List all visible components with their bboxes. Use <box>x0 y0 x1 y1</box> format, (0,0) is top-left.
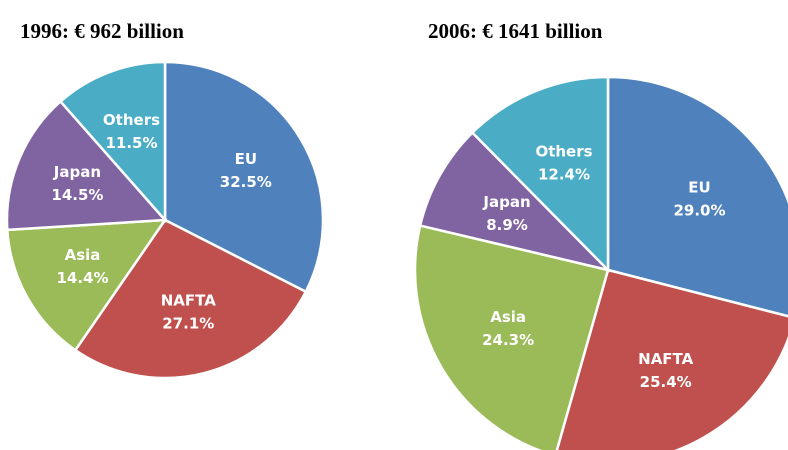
pie-slice <box>470 75 610 274</box>
value-label: 24.3% <box>482 331 534 349</box>
slice-label: Japan <box>482 193 530 211</box>
value-label: 27.1% <box>162 314 214 332</box>
slice-label: Asia <box>490 308 526 326</box>
pie-slice <box>413 224 610 450</box>
value-label: 25.4% <box>640 373 692 391</box>
slice-label: EU <box>235 150 257 168</box>
pie-slice <box>5 99 168 232</box>
value-label: 8.9% <box>486 216 528 234</box>
slice-label: Others <box>103 111 160 129</box>
pie-slice <box>58 60 167 224</box>
value-label: 12.4% <box>538 165 590 183</box>
slice-label: Asia <box>65 246 101 264</box>
pie-slice <box>555 268 788 450</box>
slice-label: NAFTA <box>638 350 693 368</box>
chart-title: 2006: € 1641 billion <box>428 19 603 43</box>
value-label: 11.5% <box>105 134 157 152</box>
pie-slice <box>606 75 788 318</box>
value-label: 32.5% <box>220 173 272 191</box>
value-label: 14.5% <box>51 186 103 204</box>
slice-label: NAFTA <box>161 291 216 309</box>
chart-title: 1996: € 962 billion <box>20 19 184 43</box>
slice-label: EU <box>688 179 710 197</box>
pie-slice <box>73 218 308 380</box>
value-label: 29.0% <box>673 202 725 220</box>
pie-slice <box>5 218 168 352</box>
value-label: 14.4% <box>56 269 108 287</box>
pie-slice <box>163 60 325 294</box>
pie-slice <box>418 130 612 273</box>
slice-label: Others <box>535 142 592 160</box>
slice-label: Japan <box>53 163 101 181</box>
